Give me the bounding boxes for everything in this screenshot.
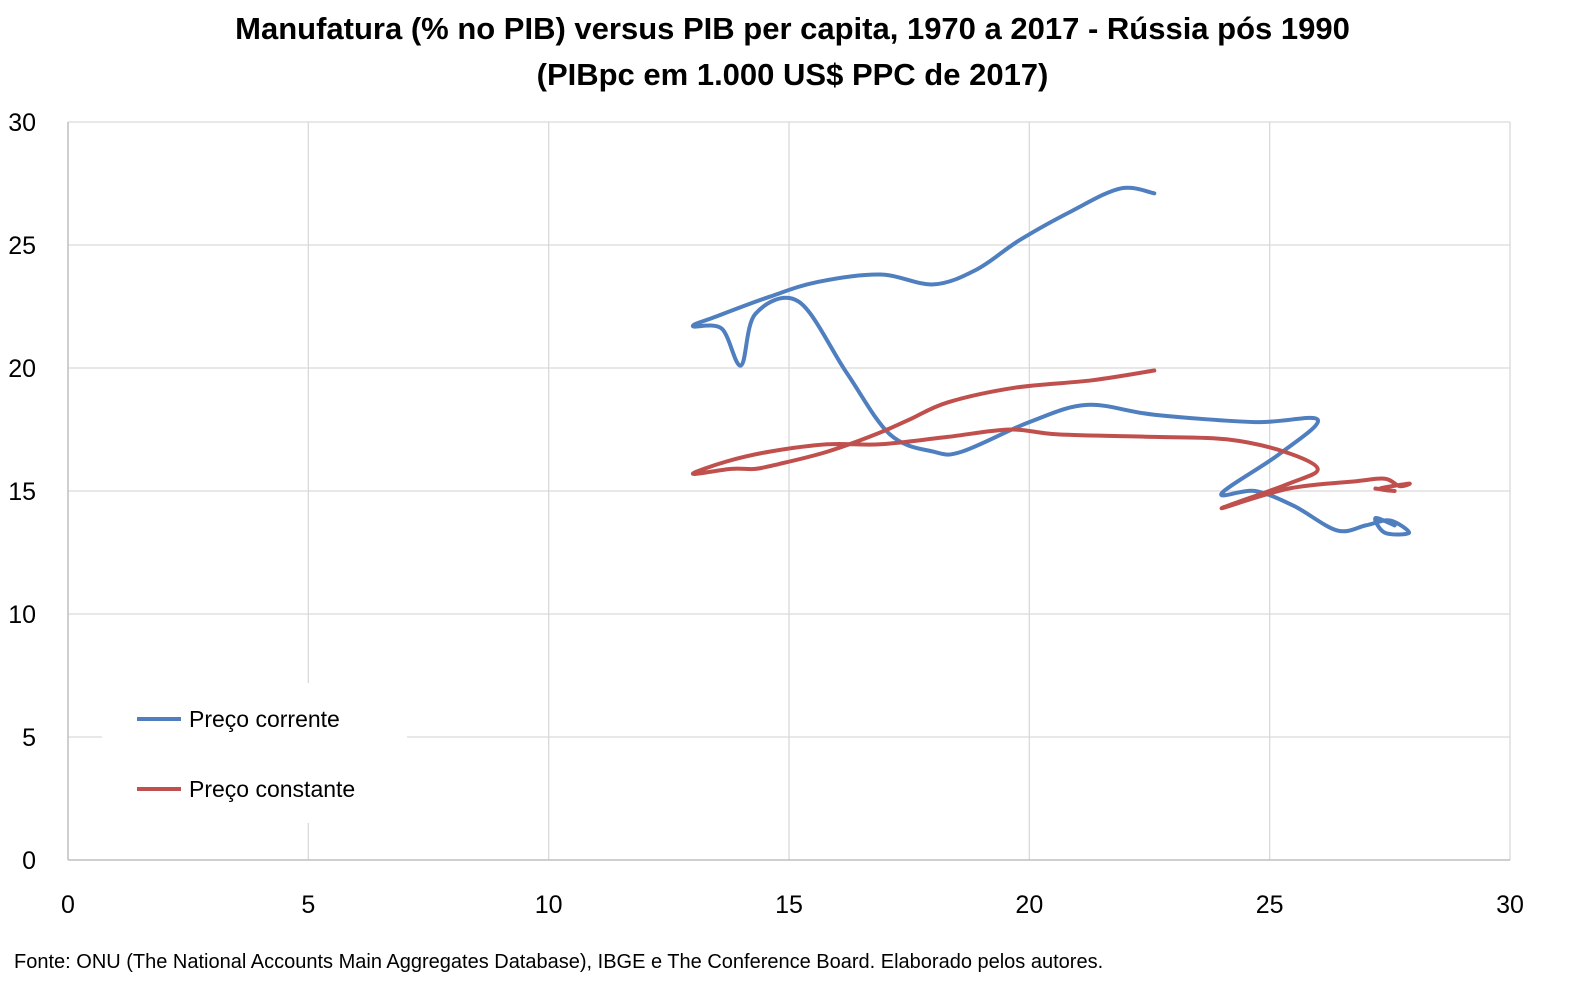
x-tick-label: 20 <box>1015 891 1043 919</box>
y-tick-label: 25 <box>8 232 36 260</box>
chart-subtitle: (PIBpc em 1.000 US$ PPC de 2017) <box>536 57 1049 92</box>
x-tick-labels: 0 5 10 15 20 25 30 <box>61 891 1524 919</box>
legend-label: Preço corrente <box>189 706 340 732</box>
y-tick-label: 15 <box>8 478 36 506</box>
series-lines <box>690 185 1412 537</box>
legend: Preço corrente Preço constante <box>102 683 407 823</box>
series-line-preco-constante <box>690 368 1412 511</box>
x-tick-label: 30 <box>1496 891 1524 919</box>
x-tick-label: 25 <box>1256 891 1284 919</box>
legend-label: Preço constante <box>189 776 355 802</box>
x-tick-label: 10 <box>535 891 563 919</box>
axes <box>67 122 1510 861</box>
legend-box <box>102 683 407 823</box>
grid <box>68 121 1511 860</box>
y-tick-label: 5 <box>22 724 36 752</box>
y-tick-labels: 0 5 10 15 20 25 30 <box>8 109 36 875</box>
y-tick-label: 10 <box>8 601 36 629</box>
series-line-preco-corrente <box>690 185 1412 537</box>
source-note: Fonte: ONU (The National Accounts Main A… <box>14 951 1104 973</box>
x-tick-label: 5 <box>301 891 315 919</box>
y-tick-label: 30 <box>8 109 36 137</box>
x-tick-label: 0 <box>61 891 75 919</box>
chart-title: Manufatura (% no PIB) versus PIB per cap… <box>235 11 1350 46</box>
y-tick-label: 0 <box>22 847 36 875</box>
y-tick-label: 20 <box>8 355 36 383</box>
x-tick-label: 15 <box>775 891 803 919</box>
